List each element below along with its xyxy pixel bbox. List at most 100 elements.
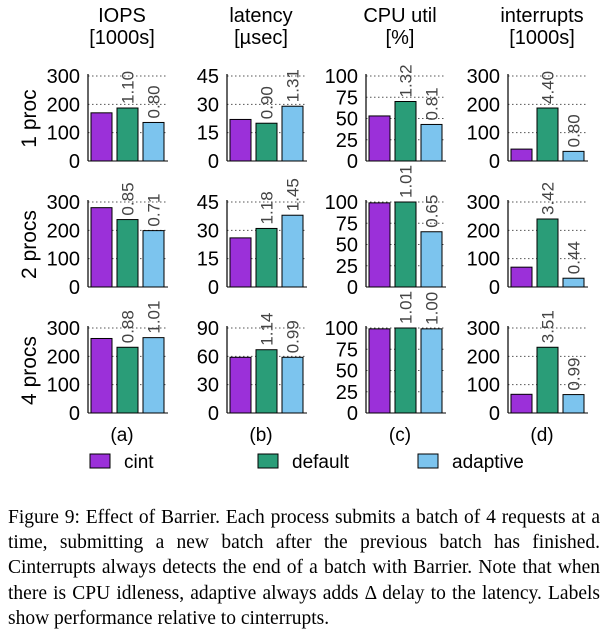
y-tick-label: 60 <box>197 346 219 368</box>
y-tick-label: 0 <box>347 277 358 299</box>
bar-label-default: 1.10 <box>119 71 138 104</box>
legend-swatch-default <box>257 453 279 469</box>
column-title-1-line-1: [µsec] <box>234 27 288 49</box>
column-title-2-line-1: [%] <box>386 27 415 49</box>
legend-label-default: default <box>292 452 350 473</box>
y-tick-label: 30 <box>197 220 219 242</box>
bar-adaptive <box>562 277 585 288</box>
y-tick-label: 200 <box>47 220 80 242</box>
panel-label-3: (d) <box>530 425 553 446</box>
panel-label-2: (c) <box>389 425 411 446</box>
y-tick-label: 100 <box>47 249 80 271</box>
y-tick-label: 75 <box>336 87 358 109</box>
figure-9-bar-grid: IOPS[1000s](a)latency[µsec](b)CPU util[%… <box>18 5 588 473</box>
bar-label-adaptive: 1.31 <box>284 69 303 102</box>
row-label-0: 1 proc <box>18 89 41 147</box>
bar-default <box>394 327 417 414</box>
y-tick-label: 0 <box>347 151 358 173</box>
bar-cint <box>90 207 113 288</box>
y-tick-label: 45 <box>197 66 219 88</box>
bar-default <box>255 349 278 414</box>
y-tick-label: 15 <box>197 249 219 271</box>
bar-adaptive <box>281 356 304 414</box>
bar-default <box>116 219 139 288</box>
bar-default <box>394 101 417 162</box>
bar-default <box>536 107 559 162</box>
bar-adaptive <box>281 105 304 162</box>
bar-default <box>536 346 559 414</box>
bar-cint <box>90 337 113 414</box>
y-tick-label: 0 <box>489 403 500 425</box>
panel-label-0: (a) <box>110 425 133 446</box>
y-tick-label: 30 <box>197 94 219 116</box>
bar-adaptive <box>142 121 165 162</box>
bar-default <box>255 122 278 162</box>
bar-adaptive <box>562 394 585 414</box>
bar-cint <box>510 148 533 162</box>
y-tick-label: 100 <box>47 123 80 145</box>
y-tick-label: 90 <box>197 318 219 340</box>
bar-label-default: 1.32 <box>397 64 416 97</box>
y-tick-label: 100 <box>467 123 500 145</box>
y-tick-label: 75 <box>336 339 358 361</box>
column-title-0-line-1: [1000s] <box>89 27 155 49</box>
bar-adaptive <box>281 214 304 288</box>
bar-label-default: 1.18 <box>258 191 277 224</box>
bar-label-adaptive: 0.44 <box>565 241 584 274</box>
bar-label-default: 3.42 <box>539 182 558 215</box>
bar-cint <box>229 118 252 162</box>
bar-adaptive <box>420 231 443 288</box>
y-tick-label: 0 <box>208 277 219 299</box>
bar-cint <box>368 115 391 162</box>
bar-default <box>394 201 417 288</box>
y-tick-label: 25 <box>336 256 358 278</box>
bar-label-adaptive: 1.01 <box>145 301 164 334</box>
row-label-2: 4 procs <box>18 336 41 405</box>
y-tick-label: 300 <box>467 192 500 214</box>
bar-cint <box>229 237 252 288</box>
y-tick-label: 300 <box>47 66 80 88</box>
bar-label-default: 3.51 <box>539 310 558 343</box>
bar-label-adaptive: 0.71 <box>145 194 164 227</box>
bar-default <box>116 346 139 414</box>
bar-adaptive <box>142 230 165 288</box>
y-tick-label: 300 <box>467 66 500 88</box>
bar-label-default: 1.01 <box>397 165 416 198</box>
y-tick-label: 200 <box>467 346 500 368</box>
bar-default <box>536 218 559 288</box>
bar-label-adaptive: 0.80 <box>565 114 584 147</box>
bar-label-default: 4.40 <box>539 71 558 104</box>
bar-cint <box>90 112 113 162</box>
legend-swatch-adaptive <box>417 453 439 469</box>
column-title-3-line-1: [1000s] <box>509 27 575 49</box>
y-tick-label: 100 <box>47 375 80 397</box>
bar-default <box>116 107 139 162</box>
y-tick-label: 0 <box>208 151 219 173</box>
bar-label-default: 0.85 <box>119 182 138 215</box>
bar-adaptive <box>562 150 585 162</box>
y-tick-label: 45 <box>197 192 219 214</box>
bar-label-default: 1.14 <box>258 313 277 346</box>
bar-default <box>255 227 278 288</box>
y-tick-label: 200 <box>467 94 500 116</box>
y-tick-label: 0 <box>489 151 500 173</box>
y-tick-label: 75 <box>336 213 358 235</box>
y-tick-label: 15 <box>197 123 219 145</box>
y-tick-label: 0 <box>69 403 80 425</box>
bar-label-default: 0.90 <box>258 86 277 119</box>
bar-cint <box>510 266 533 288</box>
bar-label-default: 1.01 <box>397 291 416 324</box>
bar-label-adaptive: 0.99 <box>284 320 303 353</box>
y-tick-label: 100 <box>325 318 358 340</box>
bar-adaptive <box>142 337 165 414</box>
bar-adaptive <box>420 328 443 414</box>
y-tick-label: 50 <box>336 361 358 383</box>
y-tick-label: 0 <box>347 403 358 425</box>
y-tick-label: 300 <box>47 318 80 340</box>
bar-label-adaptive: 0.65 <box>423 195 442 228</box>
y-tick-label: 25 <box>336 382 358 404</box>
figure-caption: Figure 9: Effect of Barrier. Each proces… <box>8 507 600 629</box>
y-tick-label: 0 <box>489 277 500 299</box>
y-tick-label: 200 <box>467 220 500 242</box>
bar-cint <box>510 393 533 414</box>
